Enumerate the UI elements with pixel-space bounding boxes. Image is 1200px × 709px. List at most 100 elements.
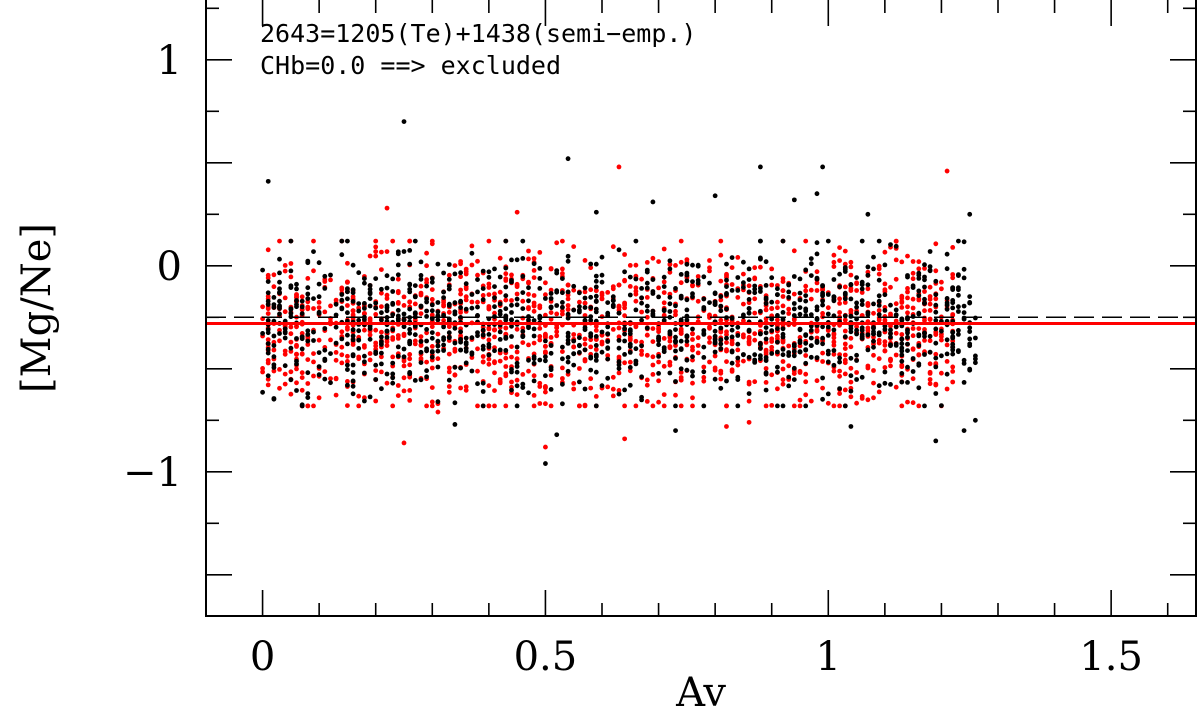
data-point	[305, 395, 311, 400]
data-point	[752, 337, 758, 343]
data-point	[514, 364, 520, 369]
data-point	[933, 326, 939, 332]
data-point	[808, 296, 814, 302]
data-point	[537, 384, 543, 389]
data-point	[956, 348, 961, 353]
data-point	[763, 325, 769, 330]
data-point	[277, 238, 282, 244]
annotation-line-1: 2643=1205(Te)+1438(semi−emp.)	[260, 19, 697, 48]
data-point	[582, 336, 588, 342]
data-point	[441, 270, 446, 276]
data-point	[933, 302, 939, 308]
outlier-point	[712, 193, 718, 199]
data-point	[775, 336, 780, 342]
data-point	[531, 293, 537, 298]
data-point	[950, 298, 956, 303]
data-point	[265, 360, 271, 366]
data-point	[639, 300, 644, 306]
data-point	[299, 298, 305, 304]
data-point	[379, 329, 384, 335]
data-point	[582, 285, 588, 291]
data-point	[593, 334, 599, 339]
data-point	[599, 383, 605, 389]
data-point	[401, 331, 407, 337]
data-point	[458, 310, 463, 315]
data-point	[593, 299, 599, 304]
data-point	[656, 342, 661, 348]
data-point	[967, 300, 973, 306]
data-point	[345, 382, 350, 388]
data-point	[831, 259, 837, 265]
data-point	[690, 337, 695, 342]
data-point	[429, 330, 435, 335]
data-point	[859, 238, 865, 244]
data-point	[599, 254, 605, 260]
data-point	[599, 341, 605, 347]
data-point	[345, 362, 350, 368]
data-point	[899, 316, 905, 322]
data-point	[854, 377, 859, 382]
data-point	[616, 345, 622, 351]
data-point	[622, 403, 627, 409]
data-point	[961, 303, 967, 309]
data-point	[497, 337, 503, 342]
data-point	[690, 395, 695, 401]
data-point	[571, 332, 577, 337]
data-point	[803, 340, 809, 346]
data-point	[577, 350, 582, 355]
outlier-point	[514, 209, 520, 215]
data-point	[509, 257, 514, 263]
data-point	[328, 303, 333, 309]
data-point	[899, 259, 905, 265]
data-point	[916, 266, 922, 272]
data-point	[367, 253, 373, 259]
data-point	[577, 304, 582, 309]
data-point	[769, 336, 775, 342]
data-point	[763, 380, 769, 385]
data-point	[548, 287, 554, 293]
data-point	[407, 306, 413, 312]
data-point	[639, 374, 644, 380]
data-point	[577, 366, 582, 371]
data-point	[429, 335, 435, 341]
data-point	[899, 336, 905, 342]
data-point	[973, 335, 978, 341]
data-point	[475, 299, 480, 305]
data-point	[316, 350, 322, 355]
data-point	[684, 261, 690, 267]
data-point	[565, 307, 571, 312]
data-point	[661, 308, 667, 314]
data-point	[475, 258, 480, 264]
data-point	[277, 290, 282, 296]
data-point	[452, 340, 458, 346]
data-point	[690, 369, 695, 375]
data-point	[644, 352, 650, 358]
data-point	[893, 301, 899, 307]
data-point	[854, 275, 859, 280]
data-point	[769, 351, 775, 356]
data-point	[588, 367, 594, 373]
data-point	[644, 267, 650, 273]
data-point	[871, 301, 876, 307]
data-point	[673, 286, 678, 291]
data-point	[418, 339, 424, 344]
data-point	[316, 372, 322, 378]
data-point	[333, 340, 339, 346]
data-point	[927, 301, 933, 307]
data-point	[837, 258, 842, 263]
data-point	[786, 289, 792, 295]
data-point	[554, 303, 560, 308]
data-point	[712, 349, 718, 355]
data-point	[673, 392, 678, 398]
data-point	[724, 271, 729, 277]
data-point	[311, 296, 316, 301]
data-point	[265, 350, 271, 356]
data-point	[707, 340, 712, 345]
data-point	[848, 282, 854, 287]
data-point	[673, 379, 678, 384]
data-point	[429, 276, 435, 281]
data-point	[944, 359, 950, 364]
data-point	[650, 291, 656, 296]
data-point	[916, 259, 922, 265]
data-point	[814, 355, 820, 360]
